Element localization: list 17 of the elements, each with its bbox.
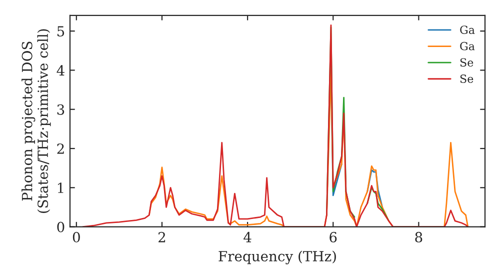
y-tick-label: 4 (56, 65, 64, 76)
x-tick-label: 6 (330, 232, 337, 242)
y-tick-label: 0 (57, 222, 64, 232)
legend-label: Se (460, 74, 474, 83)
legend-label: Ga (460, 26, 475, 34)
legend-label: Ga (460, 42, 475, 50)
y-tick-label: 2 (57, 143, 64, 154)
y-tick-label: 5 (57, 26, 64, 37)
x-tick-label: 0 (72, 232, 80, 242)
y-tick-label: 1 (58, 182, 64, 193)
x-tick-label: 8 (415, 232, 422, 242)
y-axis-title: Phonon projected DOS (States/THz·primitive cell) (22, 29, 51, 213)
legend-label: Se (460, 58, 474, 67)
x-axis-title: Frequency (THz) (218, 250, 336, 264)
x-tick-label: 4 (244, 232, 252, 242)
y-tick-label: 3 (57, 104, 64, 115)
x-tick-label: 2 (158, 232, 166, 242)
